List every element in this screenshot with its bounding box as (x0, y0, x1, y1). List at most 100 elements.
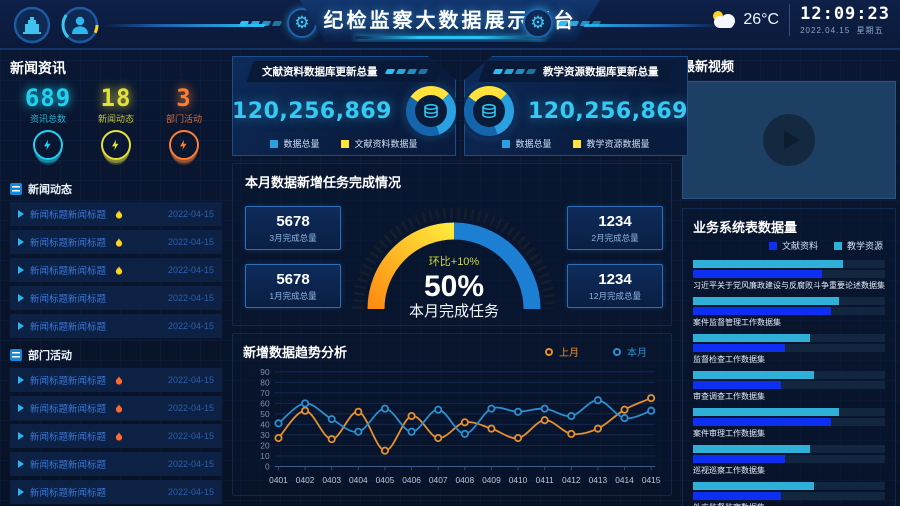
task-stat-label: 2月完成总量 (591, 232, 639, 243)
news-item-title: 新闻标题新闻标题 (30, 210, 107, 221)
svg-text:0404: 0404 (349, 475, 368, 485)
news-sections: 新闻动态 新闻标题新闻标题 2022-04-15 新闻标题新闻标题 2022-04-15… (10, 180, 222, 504)
bar-track (693, 482, 885, 490)
news-item-date: 2022-04-15 (167, 487, 214, 497)
play-triangle-icon (18, 376, 24, 384)
bar-track (693, 307, 885, 315)
news-item-title: 新闻标题新闻标题 (30, 376, 107, 387)
temperature: 26°C (743, 11, 780, 28)
building-icon[interactable] (12, 5, 52, 45)
dash-deco (492, 69, 536, 74)
news-item[interactable]: 新闻标题新闻标题 2022-04-15 (10, 286, 222, 310)
svg-text:0401: 0401 (269, 475, 288, 485)
news-section-header: 部门活动 (10, 346, 222, 364)
flame-icon (115, 266, 123, 275)
news-item-date: 2022-04-15 (167, 265, 214, 275)
news-item[interactable]: 新闻标题新闻标题 2022-04-15 (10, 314, 222, 338)
news-panel: 新闻资讯 689 资讯总数 18 新闻动态 3 部门活动 新闻动态 新闻标题新闻标题 2022… (10, 56, 222, 504)
lightning-badge-icon (169, 130, 199, 160)
svg-text:40: 40 (260, 419, 270, 429)
play-icon[interactable] (763, 114, 815, 166)
db-card-title: 文献资料数据库更新总量 (261, 66, 378, 78)
biz-bar-chart: 习近平关于党风廉政建设与反腐败斗争重要论述数据集 案件监督管理工作数据集 监督检查工… (693, 260, 885, 506)
news-item-title: 新闻标题新闻标题 (30, 404, 107, 415)
trend-header: 新增数据趋势分析 上月 本月 (243, 342, 661, 361)
bar-category-label: 案件监督管理工作数据集 (693, 318, 781, 327)
legend-item[interactable]: 文献资料 (768, 239, 818, 252)
news-item[interactable]: 新闻标题新闻标题 2022-04-15 (10, 424, 222, 448)
legend-label: 数据总量 (515, 139, 552, 149)
stat-label: 部门活动 (165, 114, 202, 124)
legend-item[interactable]: 上月 (545, 344, 579, 359)
news-item[interactable]: 新闻标题新闻标题 2022-04-15 (10, 480, 222, 504)
db-donut-chart (406, 86, 456, 136)
svg-text:0: 0 (265, 461, 270, 471)
task-stat-label: 3月完成总量 (269, 232, 317, 243)
bar-track (693, 334, 885, 342)
biz-panel: 业务系统表数据量 文献资料 教学资源 习近平关于党风廉政建设与反腐败斗争重要论述数… (682, 208, 896, 506)
stat-value: 18 (100, 84, 132, 112)
bar (693, 492, 782, 500)
trend-title: 新增数据趋势分析 (243, 345, 348, 360)
legend-item[interactable]: 教学资源 (833, 239, 883, 252)
bar (693, 381, 782, 389)
play-triangle-icon (18, 210, 24, 218)
bar-group: 外方监督监察数据集 (693, 482, 885, 506)
dashboard-body: 新闻资讯 689 资讯总数 18 新闻动态 3 部门活动 新闻动态 新闻标题新闻标题 2022… (0, 50, 900, 506)
news-item[interactable]: 新闻标题新闻标题 2022-04-15 (10, 258, 222, 282)
news-item-date: 2022-04-15 (167, 459, 214, 469)
task-stat-box: 5678 1月完成总量 (245, 264, 341, 308)
legend-item[interactable]: 文献资料数据量 (341, 137, 417, 150)
news-section: 新闻动态 新闻标题新闻标题 2022-04-15 新闻标题新闻标题 2022-04-15… (10, 180, 222, 338)
stat-label: 资讯总数 (29, 114, 66, 124)
news-item[interactable]: 新闻标题新闻标题 2022-04-15 (10, 202, 222, 226)
legend-item[interactable]: 本月 (613, 344, 647, 359)
svg-text:0414: 0414 (615, 475, 634, 485)
user-icon[interactable] (60, 5, 100, 45)
news-stat: 3 部门活动 (152, 86, 216, 172)
video-player[interactable] (682, 81, 896, 199)
news-item[interactable]: 新闻标题新闻标题 2022-04-15 (10, 396, 222, 420)
time: 12:09:23 (800, 4, 890, 24)
db-donut-hole (472, 95, 505, 127)
flame-icon (115, 376, 123, 385)
stat-value: 3 (176, 84, 192, 112)
news-stat: 18 新闻动态 (84, 86, 148, 172)
stat-value: 689 (24, 84, 72, 112)
legend-item[interactable]: 教学资源数据量 (573, 137, 649, 150)
db-card: 教学资源数据库更新总量 120,256,869 数据总量 教学资源数据量 (463, 56, 688, 156)
news-item-title: 新闻标题新闻标题 (30, 238, 107, 249)
news-item-date: 2022-04-15 (167, 321, 214, 331)
bar-track (693, 260, 885, 268)
legend-item[interactable]: 数据总量 (502, 137, 551, 150)
play-triangle-icon (18, 404, 24, 412)
news-item[interactable]: 新闻标题新闻标题 2022-04-15 (10, 368, 222, 392)
news-item[interactable]: 新闻标题新闻标题 2022-04-15 (10, 230, 222, 254)
news-item-date: 2022-04-15 (167, 237, 214, 247)
trend-panel: 新增数据趋势分析 上月 本月 0 10 20 30 40 50 60 70 80 90 0401 040… (232, 333, 672, 496)
bar-track (693, 408, 885, 416)
gauge-svg: 环比+10% 50%本月完成任务 (352, 207, 556, 320)
svg-text:0410: 0410 (509, 475, 528, 485)
bar-category-label: 监督检查工作数据集 (693, 355, 765, 364)
bar-group: 案件审理工作数据集 (693, 408, 885, 439)
bar-group: 巡视巡察工作数据集 (693, 445, 885, 476)
news-item-title: 新闻标题新闻标题 (30, 460, 107, 471)
news-section-title: 部门活动 (28, 350, 72, 362)
svg-text:10: 10 (260, 451, 270, 461)
bar (693, 371, 814, 379)
db-donut-chart (463, 86, 514, 136)
gear-right-group: ⚙ (523, 8, 602, 38)
bar-group: 案件监督管理工作数据集 (693, 297, 885, 328)
lightning-badge-icon (101, 130, 131, 160)
svg-text:0409: 0409 (482, 475, 501, 485)
bar (693, 455, 786, 463)
legend-item[interactable]: 数据总量 (270, 137, 319, 150)
weather: 26°C (707, 9, 779, 31)
db-donut-hole (415, 95, 447, 127)
news-item-title: 新闻标题新闻标题 (30, 488, 107, 499)
bar-track (693, 455, 885, 463)
legend-label: 文献资料数据量 (354, 139, 418, 149)
news-item[interactable]: 新闻标题新闻标题 2022-04-15 (10, 452, 222, 476)
gear-icon[interactable]: ⚙ (523, 8, 553, 38)
